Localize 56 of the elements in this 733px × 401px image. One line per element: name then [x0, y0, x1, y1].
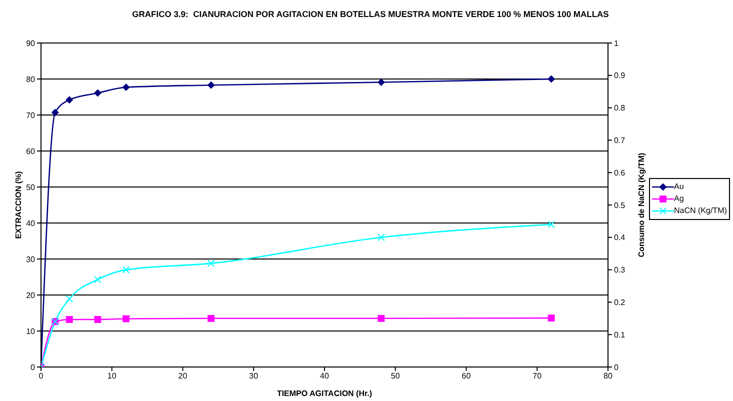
y-tick-label: 0: [30, 362, 36, 372]
point: [378, 234, 385, 242]
y-tick-label: 80: [26, 74, 36, 84]
y2-tick-label: 0.2: [614, 298, 626, 308]
x-tick-label: 80: [604, 372, 613, 381]
y-tick-label: 30: [26, 254, 36, 264]
y2-tick-label: 0.6: [614, 168, 626, 178]
y2-tick-label: 0.3: [614, 266, 626, 275]
y2-tick-label: 0.9: [614, 71, 626, 80]
y-tick-label: 40: [26, 218, 36, 228]
point: [122, 84, 130, 91]
point: [208, 314, 215, 322]
point: [94, 316, 102, 323]
x-tick-label: 40: [320, 372, 330, 381]
point: [122, 315, 130, 322]
x-tick-label: 0: [38, 372, 44, 381]
y2-tick-label: 0.8: [614, 104, 626, 113]
x-tick-label: 30: [249, 372, 259, 381]
y-axis-title: EXTRACCION (%): [14, 170, 23, 239]
point: [548, 220, 555, 228]
point: [378, 78, 385, 86]
y2-tick-label: 1: [614, 38, 619, 48]
point: [548, 314, 555, 322]
x-tick-label: 50: [390, 372, 400, 381]
point: [378, 314, 385, 322]
x-axis-title: TIEMPO AGITACION (Hr.): [276, 389, 372, 398]
point: [94, 276, 102, 284]
legend-label: NaCN (Kg/TM): [674, 205, 727, 217]
point: [52, 108, 59, 116]
legend-label: Au: [674, 181, 684, 193]
x-tick-label: 60: [462, 372, 472, 381]
y-tick-label: 90: [26, 38, 36, 48]
y2-tick-label: 0.4: [614, 233, 626, 242]
y2-axis-title: Consumo de NaCN (Kg/TM): [637, 152, 646, 258]
legend-label: Ag: [674, 193, 684, 205]
x-tick-label: 10: [107, 372, 117, 381]
point: [122, 266, 130, 274]
y-tick-label: 70: [26, 110, 36, 120]
point: [207, 260, 215, 268]
y2-tick-label: 0.1: [614, 330, 626, 340]
y2-tick-label: 0.5: [614, 200, 626, 210]
point: [66, 96, 73, 104]
y-tick-label: 10: [26, 326, 36, 336]
point: [66, 316, 73, 323]
y-tick-label: 60: [26, 146, 36, 156]
x-tick-label: 70: [532, 372, 542, 381]
chart-title: GRAFICO 3.9: CIANURACION POR AGITACION EN BOTELLAS MUESTRA MONTE VERDE 100 % MENOS 100 MALLAS: [132, 9, 610, 19]
y2-tick-label: 0.7: [614, 136, 626, 146]
y2-tick-label: 0: [614, 362, 619, 372]
point: [208, 82, 215, 89]
y-tick-label: 50: [26, 182, 36, 192]
point: [66, 295, 74, 303]
point: [548, 75, 555, 83]
y-tick-label: 20: [26, 290, 36, 300]
x-tick-label: 20: [178, 372, 188, 381]
point: [94, 89, 102, 97]
